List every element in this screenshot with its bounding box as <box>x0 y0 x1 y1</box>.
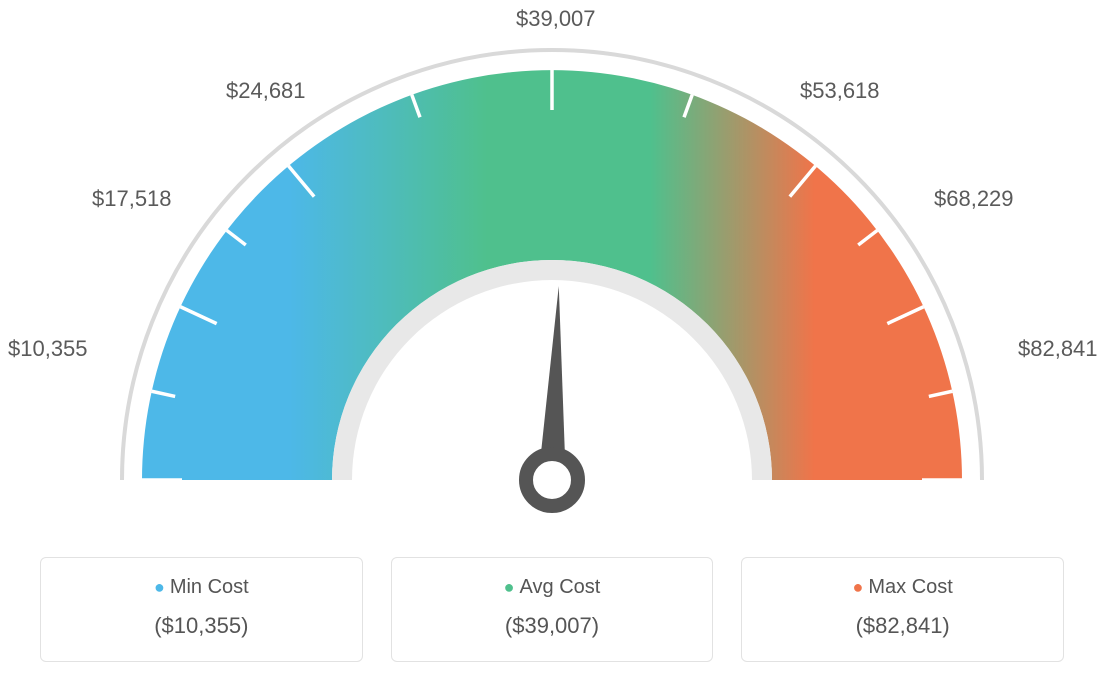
legend-value-max: ($82,841) <box>752 613 1053 639</box>
scale-label: $24,681 <box>226 78 306 104</box>
scale-label: $53,618 <box>800 78 880 104</box>
legend-value-avg: ($39,007) <box>402 613 703 639</box>
legend-card-max: Max Cost ($82,841) <box>741 557 1064 662</box>
legend-label-min: Min Cost <box>51 576 352 599</box>
scale-label: $39,007 <box>516 6 596 32</box>
gauge-area: $10,355 $17,518 $24,681 $39,007 $53,618 $68,2… <box>0 0 1104 540</box>
scale-label: $17,518 <box>92 186 172 212</box>
legend-card-min: Min Cost ($10,355) <box>40 557 363 662</box>
cost-gauge-chart: { "gauge": { "type": "gauge", "min_value… <box>0 0 1104 690</box>
scale-label: $82,841 <box>1018 336 1098 362</box>
legend-label-max: Max Cost <box>752 576 1053 599</box>
legend-label-avg: Avg Cost <box>402 576 703 599</box>
legend-value-min: ($10,355) <box>51 613 352 639</box>
legend-card-avg: Avg Cost ($39,007) <box>391 557 714 662</box>
scale-label: $10,355 <box>8 336 88 362</box>
scale-label: $68,229 <box>934 186 1014 212</box>
gauge-svg <box>0 0 1104 540</box>
legend-row: Min Cost ($10,355) Avg Cost ($39,007) Ma… <box>40 557 1064 662</box>
